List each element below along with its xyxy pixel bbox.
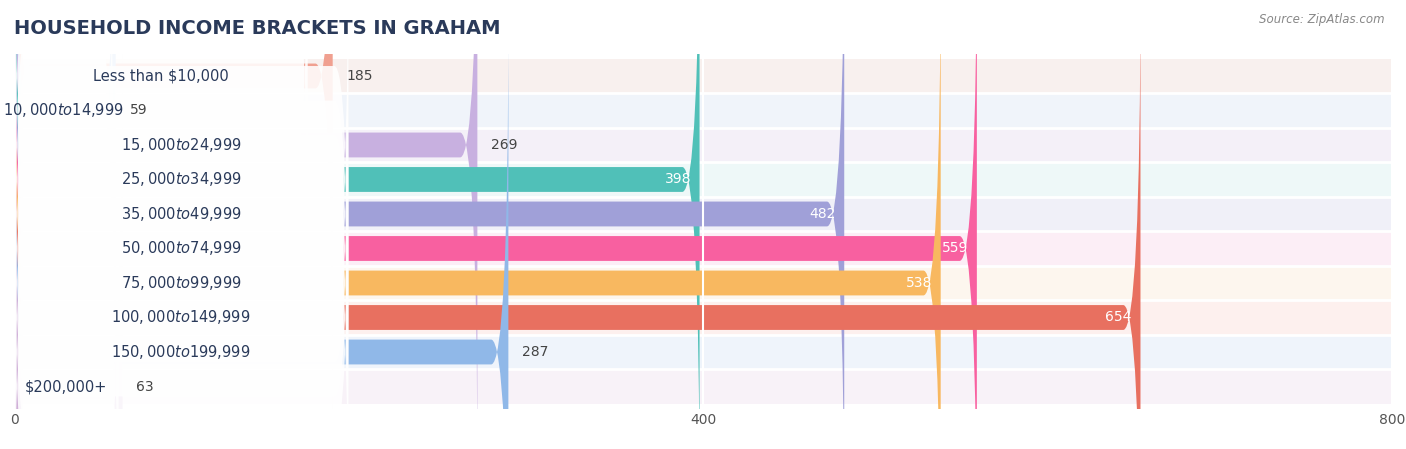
FancyBboxPatch shape [14, 128, 1392, 162]
Text: $75,000 to $99,999: $75,000 to $99,999 [121, 274, 242, 292]
Text: 559: 559 [942, 242, 969, 255]
Text: Less than $10,000: Less than $10,000 [93, 68, 229, 84]
FancyBboxPatch shape [14, 51, 349, 445]
Text: 398: 398 [665, 172, 690, 186]
FancyBboxPatch shape [14, 0, 112, 308]
FancyBboxPatch shape [14, 19, 509, 449]
FancyBboxPatch shape [14, 0, 308, 273]
Text: $25,000 to $34,999: $25,000 to $34,999 [121, 171, 242, 189]
FancyBboxPatch shape [14, 0, 478, 449]
FancyBboxPatch shape [14, 0, 349, 342]
Text: 538: 538 [905, 276, 932, 290]
Text: 482: 482 [810, 207, 835, 221]
Text: $100,000 to $149,999: $100,000 to $149,999 [111, 308, 250, 326]
Text: Source: ZipAtlas.com: Source: ZipAtlas.com [1260, 13, 1385, 26]
Text: $200,000+: $200,000+ [25, 379, 107, 394]
FancyBboxPatch shape [14, 189, 118, 449]
FancyBboxPatch shape [14, 0, 115, 443]
Text: HOUSEHOLD INCOME BRACKETS IN GRAHAM: HOUSEHOLD INCOME BRACKETS IN GRAHAM [14, 19, 501, 39]
FancyBboxPatch shape [14, 300, 1392, 335]
FancyBboxPatch shape [14, 59, 1392, 93]
FancyBboxPatch shape [14, 162, 1392, 197]
FancyBboxPatch shape [14, 155, 349, 449]
Text: $150,000 to $199,999: $150,000 to $199,999 [111, 343, 250, 361]
FancyBboxPatch shape [14, 93, 1392, 128]
FancyBboxPatch shape [14, 0, 1140, 449]
Text: $10,000 to $14,999: $10,000 to $14,999 [3, 101, 124, 119]
FancyBboxPatch shape [14, 0, 333, 409]
Text: $15,000 to $24,999: $15,000 to $24,999 [121, 136, 242, 154]
FancyBboxPatch shape [14, 266, 1392, 300]
FancyBboxPatch shape [14, 54, 122, 449]
Text: $50,000 to $74,999: $50,000 to $74,999 [121, 239, 242, 257]
Text: 287: 287 [522, 345, 548, 359]
FancyBboxPatch shape [14, 197, 1392, 231]
FancyBboxPatch shape [14, 0, 349, 377]
FancyBboxPatch shape [14, 0, 941, 449]
Text: 654: 654 [1105, 311, 1132, 325]
Text: 63: 63 [136, 379, 155, 393]
Text: 59: 59 [129, 103, 148, 118]
FancyBboxPatch shape [14, 0, 844, 449]
FancyBboxPatch shape [14, 369, 1392, 404]
FancyBboxPatch shape [14, 86, 349, 449]
FancyBboxPatch shape [14, 231, 1392, 266]
FancyBboxPatch shape [14, 0, 977, 449]
FancyBboxPatch shape [14, 120, 349, 449]
FancyBboxPatch shape [14, 0, 700, 449]
Text: 185: 185 [346, 69, 373, 83]
FancyBboxPatch shape [14, 17, 349, 411]
Text: $35,000 to $49,999: $35,000 to $49,999 [121, 205, 242, 223]
Text: 269: 269 [491, 138, 517, 152]
FancyBboxPatch shape [14, 335, 1392, 369]
